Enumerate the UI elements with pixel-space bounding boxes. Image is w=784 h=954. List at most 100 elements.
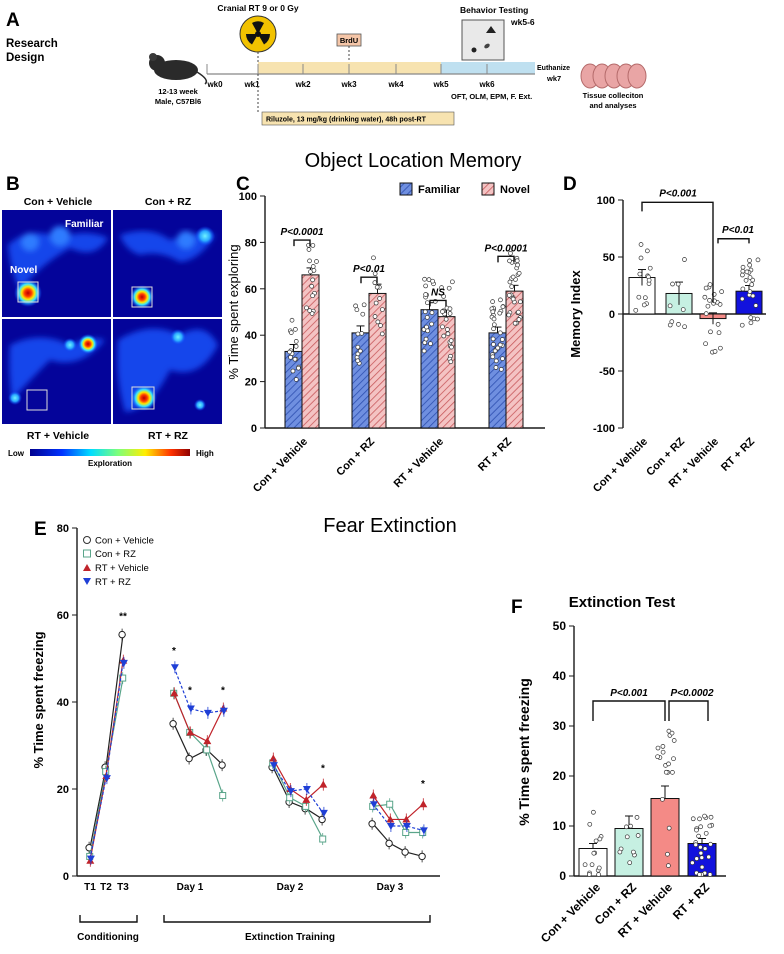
c-y-tick-label: 100 [239, 191, 257, 203]
d-data-point [633, 307, 639, 313]
e-data-point [86, 855, 95, 863]
e-data-point [402, 829, 410, 836]
e-data-point [419, 800, 428, 808]
e-series-line [372, 795, 424, 821]
fear-section-title: Fear Extinction [323, 515, 456, 537]
bar-familiar [284, 350, 303, 429]
cranial-rt-label: Cranial RT 9 or 0 Gy [217, 3, 299, 13]
c-data-point [516, 317, 522, 322]
f-data-point [708, 841, 713, 847]
f-data-point [634, 814, 640, 820]
c-data-point [493, 358, 499, 364]
e-y-tick-label: 20 [57, 784, 69, 796]
d-data-point [750, 293, 756, 299]
c-data-point [310, 277, 315, 283]
f-x-tick-label: Con + Vehicle [538, 880, 604, 946]
legend-marker-con-vehicle [83, 536, 91, 544]
c-data-point [429, 310, 435, 315]
legend-swatch-novel [481, 182, 495, 196]
f-data-point [617, 849, 623, 855]
f-data-point [631, 849, 636, 855]
c-data-point [490, 354, 496, 360]
tissue-line-1: Tissue colleciton [583, 91, 644, 100]
c-data-point [508, 251, 513, 256]
f-data-point [707, 872, 713, 877]
d-data-point [750, 277, 756, 283]
legend-swatch-familiar [399, 182, 413, 196]
c-y-tick-label: 60 [245, 284, 257, 296]
riluzole-box [261, 111, 455, 126]
d-data-point [703, 341, 708, 347]
f-chart-title: Extinction Test [569, 594, 675, 611]
colorbar-title: Exploration [88, 459, 132, 468]
e-data-point [203, 746, 211, 754]
f-data-point [663, 769, 669, 775]
c-y-tick-label: 20 [245, 377, 257, 389]
f-y-tick-label: 40 [553, 669, 567, 683]
e-x-tick-label: T2 [100, 882, 112, 893]
c-data-point [372, 271, 378, 277]
c-data-point [500, 356, 505, 361]
c-data-point [310, 243, 316, 248]
familiar-label: Familiar [65, 219, 103, 230]
c-significance-bracket [360, 276, 378, 284]
c-data-point [449, 344, 454, 350]
c-data-point [500, 304, 506, 310]
f-significance-bracket [668, 700, 709, 721]
e-data-point [186, 705, 195, 713]
e-data-point [170, 689, 179, 697]
c-data-point [491, 316, 497, 322]
week-label: wk4 [387, 80, 404, 89]
euthanize-week: wk7 [546, 74, 561, 83]
d-data-point [739, 296, 745, 302]
f-data-point [702, 846, 708, 852]
d-data-point [740, 272, 745, 278]
panel-c: C Familiar Novel 0 20 40 60 80 100 % Time spen… [226, 174, 545, 495]
f-data-point [698, 824, 704, 830]
legend-label-novel: Novel [500, 184, 530, 196]
d-data-point [703, 285, 709, 291]
e-phase-bracket [163, 915, 431, 923]
c-data-point [354, 307, 360, 313]
heatmap-label-rt-rz: RT + RZ [148, 430, 189, 442]
panel-letter-a: A [6, 10, 20, 31]
d-data-point [718, 345, 723, 351]
f-data-point [694, 856, 700, 862]
e-data-point [369, 801, 378, 809]
c-y-tick-label: 0 [251, 423, 257, 435]
e-data-point [118, 630, 126, 639]
e-phase-label: Extinction Training [245, 932, 335, 943]
f-data-point [697, 816, 702, 822]
c-significance-bracket [293, 239, 311, 247]
legend-label-e: Con + Vehicle [95, 536, 154, 547]
panel-d: D -100 -50 0 50 100 Memory Index Con + Vehicle… [563, 174, 766, 495]
c-data-point [355, 331, 361, 337]
c-data-point [423, 283, 428, 289]
d-data-point [705, 303, 711, 309]
f-data-point [666, 825, 672, 831]
f-y-tick-label: 10 [553, 819, 567, 833]
e-data-point [102, 775, 111, 783]
c-data-point [517, 299, 523, 305]
e-series-line [89, 677, 124, 857]
f-data-point [660, 749, 666, 755]
e-data-point [203, 709, 212, 717]
c-data-point [498, 297, 503, 303]
week-label: wk1 [243, 80, 260, 89]
research-design-title-1: Research [6, 38, 58, 50]
d-data-point [748, 320, 754, 326]
c-data-point [373, 300, 379, 306]
e-significance-label: ** [119, 611, 127, 622]
d-data-point [646, 277, 652, 283]
d-data-point [739, 322, 745, 328]
e-series-line [372, 823, 424, 858]
c-x-tick-label: RT + Vehicle [392, 436, 447, 491]
c-data-point [307, 258, 312, 264]
c-significance-bracket [429, 299, 447, 307]
c-data-point [353, 303, 358, 309]
f-data-point [587, 821, 593, 827]
brdu-label: BrdU [340, 36, 358, 45]
c-data-point [490, 309, 496, 315]
c-data-point [450, 279, 455, 285]
